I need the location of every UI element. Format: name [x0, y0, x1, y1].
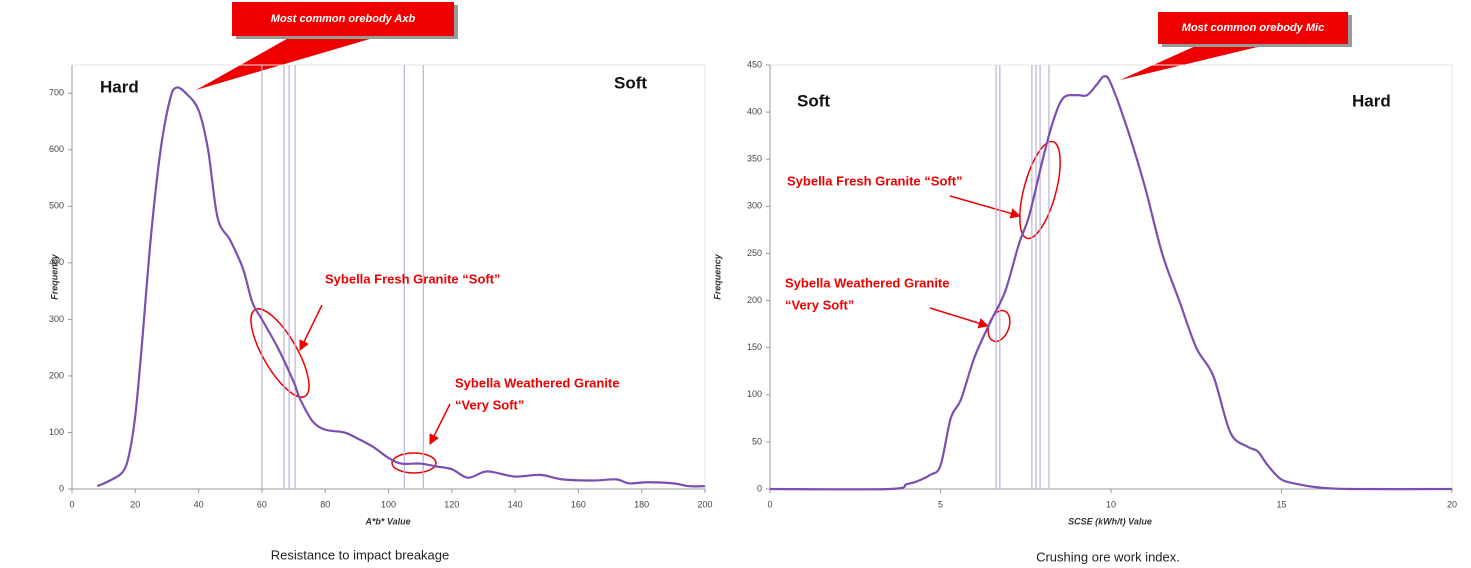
callout-text: Most common orebody Mic — [1182, 22, 1324, 34]
x-tick-label: 40 — [194, 499, 204, 509]
callouts — [196, 2, 1352, 90]
callout-box — [232, 2, 454, 36]
highlight-ellipse — [1019, 140, 1061, 240]
x-tick-label: 180 — [634, 499, 649, 509]
x-tick-label: 15 — [1276, 499, 1286, 509]
y-tick-label: 400 — [747, 106, 762, 116]
x-tick-label: 5 — [938, 499, 943, 509]
y-tick-label: 700 — [49, 88, 64, 98]
y-tick-label: 300 — [747, 201, 762, 211]
y-tick-label: 0 — [757, 483, 762, 493]
y-tick-label: 50 — [752, 436, 762, 446]
y-tick-label: 250 — [747, 248, 762, 258]
x-tick-label: 120 — [444, 499, 459, 509]
x-tick-label: 0 — [767, 499, 772, 509]
annotation: Sybella Weathered Granite — [455, 375, 620, 390]
y-tick-label: 200 — [747, 295, 762, 305]
annotation: Hard — [100, 77, 139, 96]
x-axis-label: A*b* Value — [364, 516, 410, 526]
annotation: Soft — [797, 91, 830, 110]
callout-box — [1158, 12, 1348, 44]
data-line — [96, 86, 706, 488]
x-tick-label: 20 — [130, 499, 140, 509]
highlight-ellipse — [391, 452, 437, 474]
annotation: “Very Soft” — [785, 297, 854, 312]
y-axis-label: Frequency — [712, 253, 722, 300]
annotation: Hard — [1352, 91, 1391, 110]
x-tick-label: 0 — [69, 499, 74, 509]
data-line — [769, 75, 1453, 491]
x-tick-label: 10 — [1106, 499, 1116, 509]
y-tick-label: 450 — [747, 59, 762, 69]
y-tick-label: 100 — [49, 427, 64, 437]
annotation: Sybella Weathered Granite — [785, 275, 950, 290]
y-tick-label: 350 — [747, 154, 762, 164]
x-axis-label: SCSE (kWh/t) Value — [1068, 516, 1152, 526]
arrow — [429, 403, 451, 445]
y-tick-label: 400 — [49, 257, 64, 267]
y-tick-label: 150 — [747, 342, 762, 352]
x-tick-label: 140 — [508, 499, 523, 509]
y-tick-label: 0 — [59, 483, 64, 493]
callout-pointer — [196, 36, 380, 90]
annotation: Sybella Fresh Granite “Soft” — [787, 173, 963, 188]
y-axis-label: Frequency — [49, 253, 59, 300]
annotation: Soft — [614, 73, 647, 92]
x-tick-label: 100 — [381, 499, 396, 509]
y-tick-label: 300 — [49, 314, 64, 324]
x-tick-label: 160 — [571, 499, 586, 509]
callout-text: Most common orebody Axb — [271, 13, 416, 25]
y-tick-label: 500 — [49, 201, 64, 211]
y-tick-label: 100 — [747, 389, 762, 399]
y-tick-label: 200 — [49, 370, 64, 380]
x-tick-label: 60 — [257, 499, 267, 509]
callout-pointer — [1120, 44, 1270, 80]
arrow — [299, 304, 323, 351]
annotation: “Very Soft” — [455, 397, 524, 412]
x-tick-label: 80 — [320, 499, 330, 509]
caption: Resistance to impact breakage — [271, 547, 449, 562]
x-tick-label: 200 — [697, 499, 712, 509]
x-tick-label: 20 — [1447, 499, 1457, 509]
arrow — [949, 195, 1022, 219]
y-tick-label: 600 — [49, 144, 64, 154]
annotation: Sybella Fresh Granite “Soft” — [325, 271, 501, 286]
caption: Crushing ore work index. — [1036, 549, 1180, 564]
arrow — [929, 307, 990, 329]
